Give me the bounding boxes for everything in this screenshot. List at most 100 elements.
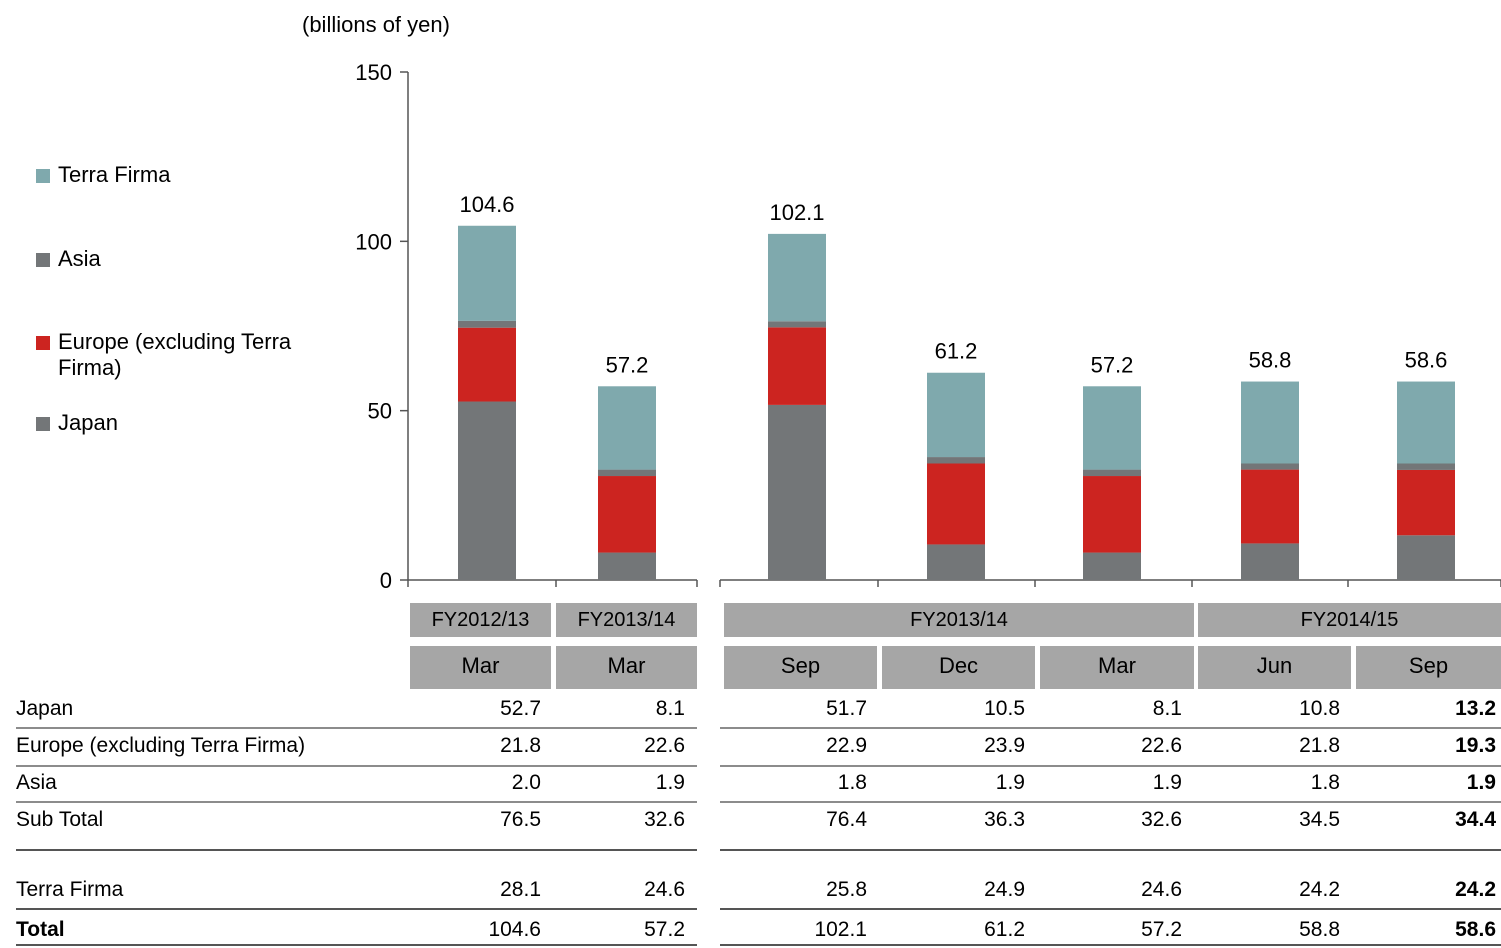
cell-r5-c0: 104.6 xyxy=(488,918,541,942)
cell-r2-c1: 1.9 xyxy=(656,771,685,795)
bar-0-series-1 xyxy=(458,328,516,402)
cell-r0-c1: 8.1 xyxy=(656,697,685,721)
cell-r3-c5: 34.5 xyxy=(1299,808,1340,832)
legend-label-terra-firma: Terra Firma xyxy=(58,162,170,188)
row-separator-0-1 xyxy=(720,727,1501,729)
row-separator-2-1 xyxy=(720,801,1501,803)
header-month-3: Dec xyxy=(882,646,1035,689)
row-separator-3-1 xyxy=(720,849,1501,851)
bar-3-series-0 xyxy=(927,544,985,580)
cell-r4-c2: 25.8 xyxy=(826,878,867,902)
cell-r5-c6: 58.6 xyxy=(1455,918,1496,942)
bar-5-series-0 xyxy=(1241,543,1299,580)
cell-r2-c4: 1.9 xyxy=(1153,771,1182,795)
cell-r2-c6: 1.9 xyxy=(1467,771,1496,795)
cell-r0-c4: 8.1 xyxy=(1153,697,1182,721)
bar-2-series-1 xyxy=(768,327,826,405)
row-label-2: Asia xyxy=(16,771,57,795)
row-separator-1-1 xyxy=(720,765,1501,767)
cell-r0-c0: 52.7 xyxy=(500,697,541,721)
bar-5-series-2 xyxy=(1241,463,1299,469)
legend-label-asia: Asia xyxy=(58,246,101,272)
bar-0-series-2 xyxy=(458,321,516,328)
bar-4-series-1 xyxy=(1083,476,1141,553)
cell-r5-c4: 57.2 xyxy=(1141,918,1182,942)
cell-r0-c3: 10.5 xyxy=(984,697,1025,721)
header-month-2: Sep xyxy=(724,646,877,689)
bar-6-series-3 xyxy=(1397,382,1455,464)
y-tick-label-3: 150 xyxy=(355,60,392,85)
row-separator-4-1 xyxy=(720,908,1501,910)
cell-r4-c6: 24.2 xyxy=(1455,878,1496,902)
cell-r4-c4: 24.6 xyxy=(1141,878,1182,902)
header-month-4: Mar xyxy=(1040,646,1194,689)
bar-3-series-1 xyxy=(927,463,985,544)
cell-r1-c2: 22.9 xyxy=(826,734,867,758)
cell-r5-c1: 57.2 xyxy=(644,918,685,942)
legend-swatch-terra-firma xyxy=(36,169,50,183)
header-period-fy2014-15: FY2014/15 xyxy=(1198,603,1501,637)
bar-1-series-2 xyxy=(598,470,656,476)
row-separator-4-0 xyxy=(16,908,697,910)
bar-1-series-3 xyxy=(598,386,656,469)
total-label-3: 61.2 xyxy=(935,339,978,364)
bar-3-series-3 xyxy=(927,373,985,457)
legend-swatch-europe xyxy=(36,336,50,350)
bar-5-series-3 xyxy=(1241,382,1299,464)
cell-r4-c0: 28.1 xyxy=(500,878,541,902)
cell-r4-c1: 24.6 xyxy=(644,878,685,902)
y-tick-label-0: 0 xyxy=(380,568,392,593)
bar-3-series-2 xyxy=(927,457,985,463)
cell-r0-c2: 51.7 xyxy=(826,697,867,721)
cell-r4-c3: 24.9 xyxy=(984,878,1025,902)
cell-r5-c5: 58.8 xyxy=(1299,918,1340,942)
row-label-1: Europe (excluding Terra Firma) xyxy=(16,734,305,758)
header-month-5: Jun xyxy=(1198,646,1351,689)
row-separator-3-0 xyxy=(16,849,697,851)
cell-r1-c3: 23.9 xyxy=(984,734,1025,758)
header-month-6: Sep xyxy=(1356,646,1501,689)
bar-1-series-0 xyxy=(598,553,656,580)
row-label-3: Sub Total xyxy=(16,808,103,832)
header-period-fy2013-14-quarterly: FY2013/14 xyxy=(724,603,1194,637)
row-label-0: Japan xyxy=(16,697,73,721)
y-tick-label-1: 50 xyxy=(368,399,392,424)
unit-label: (billions of yen) xyxy=(302,12,450,38)
bar-2-series-3 xyxy=(768,234,826,321)
cell-r2-c5: 1.8 xyxy=(1311,771,1340,795)
cell-r1-c1: 22.6 xyxy=(644,734,685,758)
bar-4-series-2 xyxy=(1083,470,1141,476)
header-period-fy2012-13: FY2012/13 xyxy=(410,603,551,637)
bar-2-series-0 xyxy=(768,405,826,580)
row-label-4: Terra Firma xyxy=(16,878,123,902)
total-label-5: 58.8 xyxy=(1249,348,1292,373)
cell-r3-c2: 76.4 xyxy=(826,808,867,832)
bar-6-series-1 xyxy=(1397,470,1455,535)
cell-r3-c1: 32.6 xyxy=(644,808,685,832)
bar-0-series-0 xyxy=(458,402,516,580)
row-separator-0-0 xyxy=(16,727,697,729)
cell-r3-c4: 32.6 xyxy=(1141,808,1182,832)
cell-r4-c5: 24.2 xyxy=(1299,878,1340,902)
legend-label-europe: Europe (excluding Terra Firma) xyxy=(58,329,358,381)
bar-5-series-1 xyxy=(1241,470,1299,544)
cell-r2-c3: 1.9 xyxy=(996,771,1025,795)
cell-r0-c6: 13.2 xyxy=(1455,697,1496,721)
cell-r0-c5: 10.8 xyxy=(1299,697,1340,721)
row-separator-5-0 xyxy=(16,944,697,946)
bar-4-series-3 xyxy=(1083,386,1141,469)
bar-1-series-1 xyxy=(598,476,656,553)
total-label-0: 104.6 xyxy=(459,192,514,217)
cell-r1-c0: 21.8 xyxy=(500,734,541,758)
cell-r2-c2: 1.8 xyxy=(838,771,867,795)
cell-r3-c6: 34.4 xyxy=(1455,808,1496,832)
y-tick-label-2: 100 xyxy=(355,229,392,254)
bar-4-series-0 xyxy=(1083,553,1141,580)
bar-6-series-2 xyxy=(1397,463,1455,469)
bar-0-series-3 xyxy=(458,226,516,321)
header-period-fy2013-14-annual: FY2013/14 xyxy=(556,603,697,637)
header-month-0: Mar xyxy=(410,646,551,689)
cell-r5-c3: 61.2 xyxy=(984,918,1025,942)
bar-2-series-2 xyxy=(768,321,826,327)
